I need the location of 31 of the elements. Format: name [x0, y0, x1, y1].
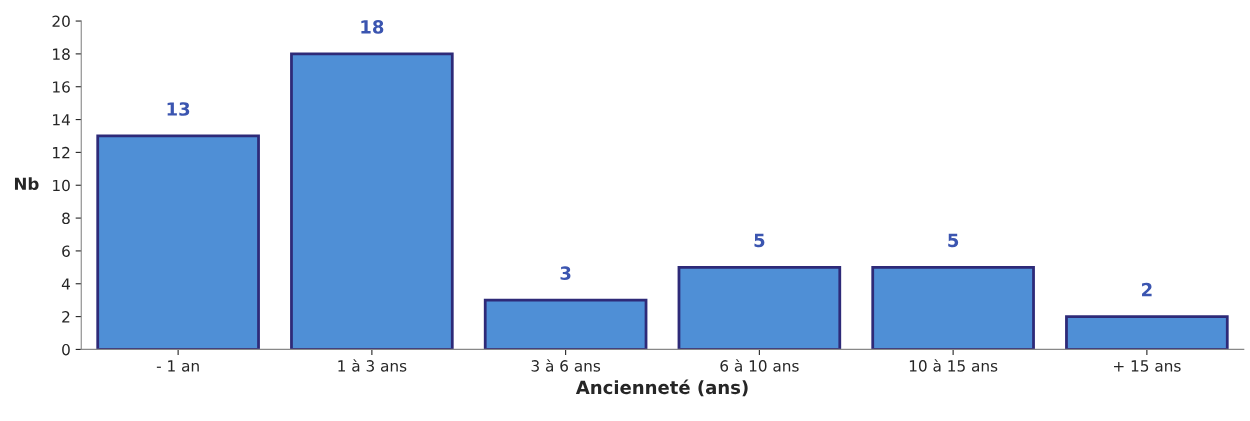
y-tick-label: 10: [53, 179, 70, 192]
data-label: 13: [167, 102, 190, 116]
bar: [96, 134, 260, 350]
x-tick-label: 3 à 6 ans: [531, 359, 601, 372]
y-tick-label: 2: [62, 311, 70, 323]
y-tick-label: 16: [53, 81, 70, 93]
x-tick-label: 10 à 15 ans: [909, 359, 998, 372]
data-label: 5: [754, 233, 765, 248]
x-axis-title: Ancienneté (ans): [575, 379, 748, 397]
x-tick-label: 1 à 3 ans: [338, 359, 407, 372]
x-tick-label: + 15 ans: [1114, 360, 1181, 372]
y-tick-label: 0: [62, 343, 70, 356]
bar: [1065, 315, 1229, 350]
x-tick-label: - 1 an: [156, 360, 199, 372]
x-tick-label: 6 à 10 ans: [720, 359, 799, 372]
bar: [871, 265, 1035, 350]
y-tick-label: 6: [62, 245, 70, 257]
y-tick-label: 18: [53, 48, 70, 60]
data-label: 18: [361, 20, 384, 34]
y-tick-label: 12: [53, 146, 70, 159]
bar: [677, 265, 842, 350]
data-label: 5: [948, 233, 959, 248]
y-tick-label: 4: [61, 278, 70, 290]
y-tick-label: 14: [53, 114, 70, 126]
bar: [290, 52, 454, 350]
y-tick-label: 20: [52, 15, 70, 28]
y-axis-title: Nb: [14, 177, 39, 191]
data-label: 2: [1142, 282, 1152, 297]
y-tick-label: 8: [62, 212, 70, 225]
data-label: 3: [560, 266, 571, 281]
bar: [483, 298, 648, 350]
